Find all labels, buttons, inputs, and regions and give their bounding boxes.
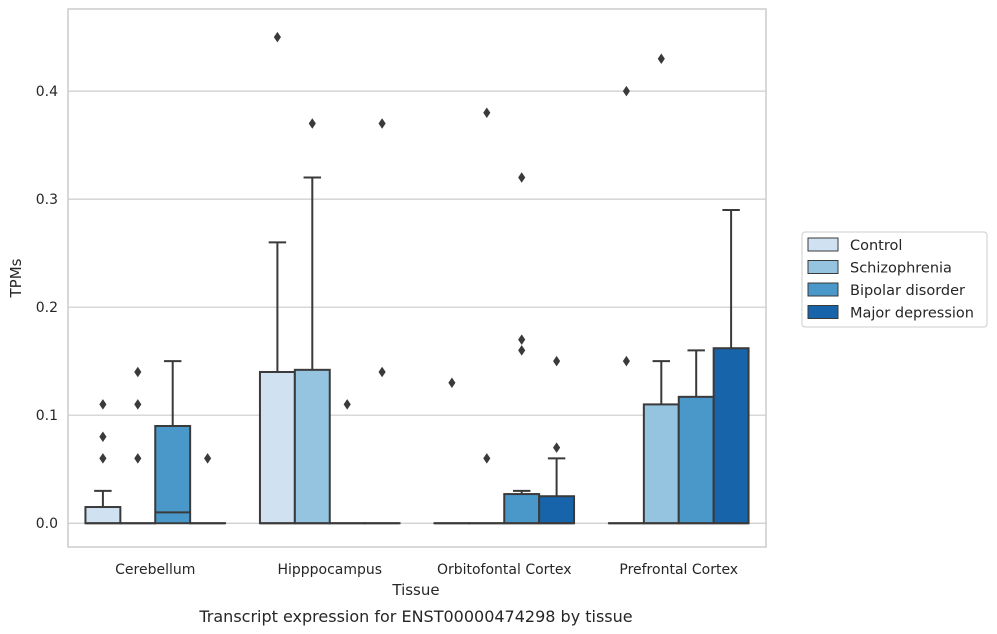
box-body: [84, 506, 122, 525]
y-tick-label: 0.3: [36, 192, 58, 208]
outlier-point: [483, 453, 491, 464]
x-tick-label: Hipppocampus: [277, 562, 382, 578]
outlier-point: [518, 172, 526, 183]
box-bipolar-disorder: [154, 360, 192, 525]
legend-swatch: [807, 305, 839, 319]
box-body: [503, 493, 541, 525]
box-body: [677, 395, 715, 525]
y-tick-labels: 0.0 0.1 0.2 0.3 0.4: [36, 84, 58, 532]
outlier-point: [204, 453, 212, 464]
outlier-point: [99, 399, 107, 410]
box-bipolar-disorder: [677, 349, 715, 525]
box-body: [258, 370, 296, 525]
box-body: [293, 368, 331, 525]
x-axis-label: Tissue: [391, 581, 439, 599]
outlier-point: [273, 31, 281, 43]
y-tick-label: 0.1: [36, 408, 58, 424]
box-body: [538, 495, 576, 525]
box-bipolar-disorder: [503, 172, 541, 525]
outlier-point: [308, 118, 316, 129]
outlier-point: [378, 366, 386, 378]
outlier-point: [553, 442, 561, 453]
box-schizophrenia: [293, 118, 331, 525]
chart-caption: Transcript expression for ENST0000047429…: [198, 607, 632, 626]
legend-swatch: [807, 260, 839, 274]
y-tick-label: 0.0: [36, 516, 58, 532]
box-body: [154, 425, 192, 525]
y-axis-label: TPMs: [7, 258, 25, 298]
outlier-point: [134, 366, 142, 378]
outlier-point: [518, 334, 526, 345]
box-bipolar-disorder: [328, 399, 366, 525]
plot-frame: [67, 8, 767, 548]
outlier-point: [134, 453, 142, 464]
box-major-depression: [363, 118, 401, 525]
outlier-point: [622, 85, 630, 97]
outlier-point: [657, 53, 665, 64]
box-body: [712, 347, 750, 525]
x-tick-label: Prefrontal Cortex: [619, 562, 738, 578]
outlier-point: [622, 355, 630, 367]
legend-label: Major depression: [850, 306, 974, 322]
box-body: [642, 403, 680, 525]
legend-swatch: [807, 282, 839, 297]
boxes: [84, 31, 750, 525]
legend-swatch: [807, 237, 839, 252]
outlier-point: [553, 355, 561, 367]
outlier-point: [99, 453, 107, 464]
legend: Control Schizophrenia Bipolar disorder Majo…: [801, 231, 988, 328]
legend-label: Schizophrenia: [850, 261, 952, 277]
outlier-point: [518, 345, 526, 356]
outlier-point: [378, 118, 386, 129]
box-major-depression: [189, 453, 227, 525]
box-major-depression: [712, 208, 750, 525]
legend-frame: [801, 231, 988, 328]
x-tick-label: Cerebellum: [115, 562, 195, 578]
box-control: [84, 399, 122, 525]
outlier-point: [134, 399, 142, 410]
y-tick-label: 0.2: [36, 300, 58, 316]
y-tick-label: 0.4: [36, 84, 58, 100]
x-tick-label: Orbitofontal Cortex: [437, 562, 572, 578]
legend-label: Control: [850, 238, 902, 254]
legend-label: Bipolar disorder: [850, 283, 965, 299]
x-tick-labels: Cerebellum Hipppocampus Orbitofontal Corte…: [115, 562, 738, 578]
box-schizophrenia: [642, 53, 680, 525]
outlier-point: [343, 399, 351, 410]
box-major-depression: [538, 355, 576, 525]
outlier-point: [448, 377, 456, 389]
outlier-point: [483, 107, 491, 118]
outlier-point: [99, 431, 107, 443]
